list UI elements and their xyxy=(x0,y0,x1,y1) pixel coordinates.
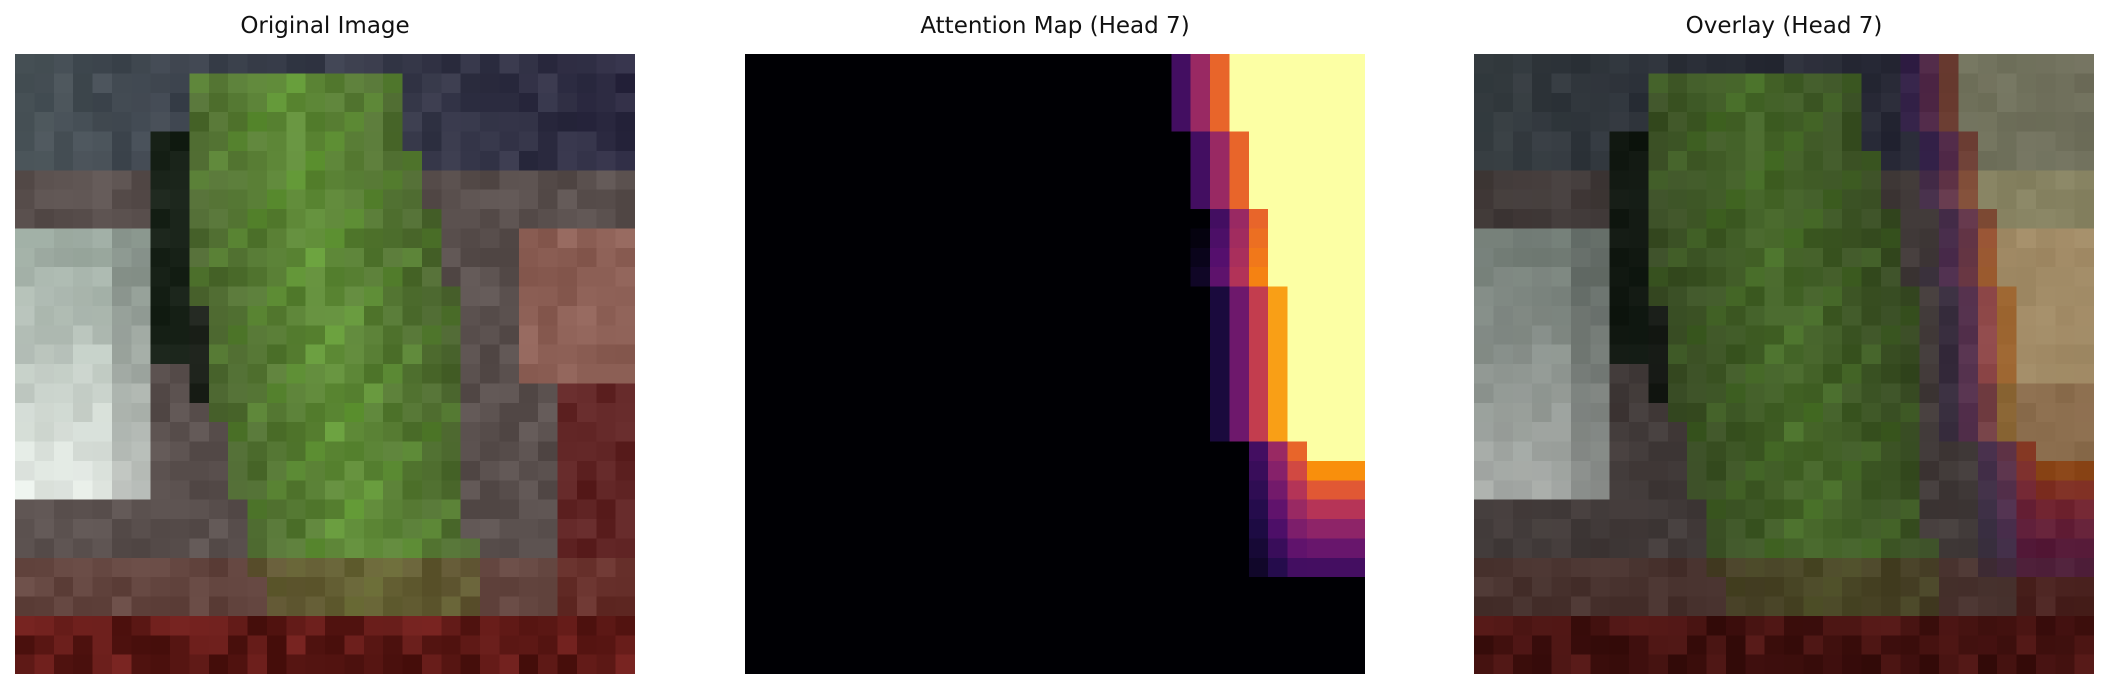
original-image-title: Original Image xyxy=(240,13,410,39)
attention-map-panel xyxy=(745,54,1365,674)
original-image xyxy=(15,54,635,674)
original-image-panel xyxy=(15,54,635,674)
overlay-title: Overlay (Head 7) xyxy=(1685,13,1883,39)
attention-map-title: Attention Map (Head 7) xyxy=(920,13,1190,39)
overlay-image xyxy=(1474,54,2094,674)
attention-map-image xyxy=(745,54,1365,674)
overlay-panel xyxy=(1474,54,2094,674)
